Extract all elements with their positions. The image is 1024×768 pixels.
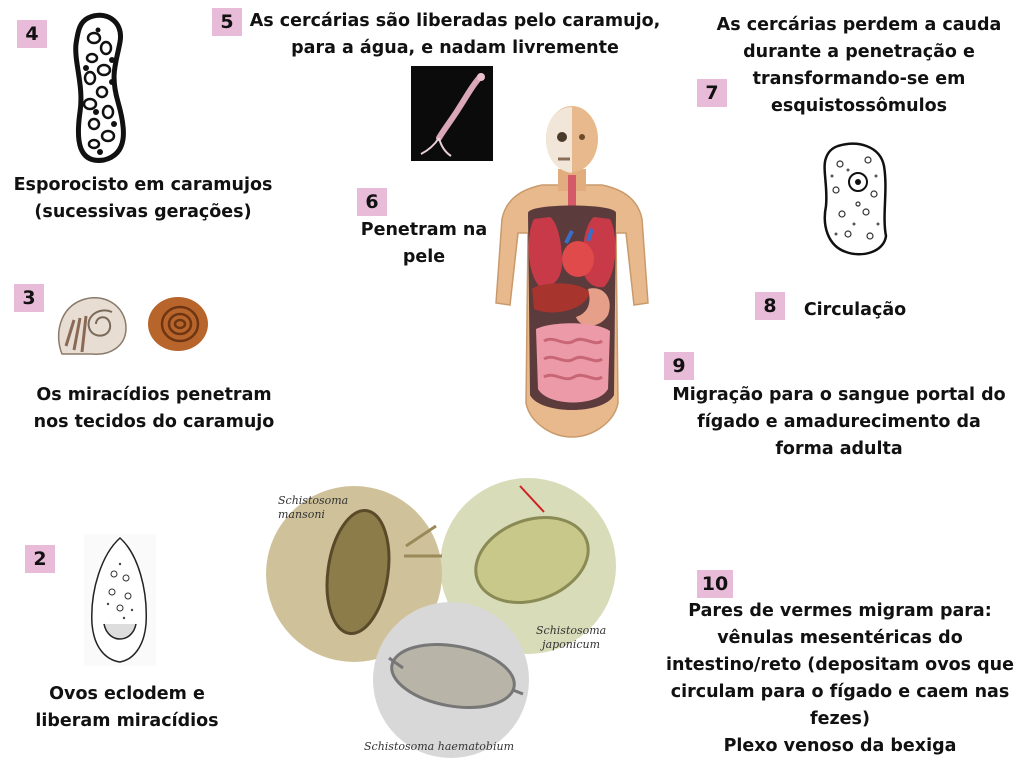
step-5-text: As cercárias são liberadas pelo caramujo…: [249, 11, 661, 58]
schistosomulum-icon: [823, 142, 888, 256]
step-7-badge: 7: [697, 79, 727, 107]
snail-shell-brown-icon: [148, 297, 208, 351]
step-9-number: 9: [672, 355, 686, 377]
step-2-number: 2: [33, 548, 47, 570]
egg-micrograph-japonicum: [440, 478, 616, 654]
step-6-badge: 6: [357, 188, 387, 216]
step-5-number: 5: [220, 11, 234, 33]
step-8-badge: 8: [755, 292, 785, 320]
step-6-text: Penetram na pele: [360, 220, 488, 267]
step-5-badge: 5: [212, 8, 242, 36]
caption-japonicum: Schistosoma japonicum: [536, 624, 607, 651]
egg-miracidium-icon: [84, 534, 156, 666]
step-10-text: Pares de vermes migram para: vênulas mese…: [665, 601, 1014, 756]
human-anatomy-icon: [495, 106, 649, 438]
caption-mansoni: Schistosoma mansoni: [278, 494, 349, 521]
step-9-badge: 9: [664, 352, 694, 380]
step-9-text: Migração para o sangue portal do fígado e…: [672, 385, 1006, 459]
egg-micrograph-haematobium: [373, 602, 529, 758]
step-8-number: 8: [763, 295, 777, 317]
step-7-number: 7: [705, 82, 719, 104]
step-10-number: 10: [701, 573, 729, 595]
step-4-badge: 4: [17, 20, 47, 48]
step-4-number: 4: [25, 23, 39, 45]
egg-micrograph-mansoni: [266, 486, 442, 662]
cercaria-photo: [411, 66, 493, 161]
step-10-badge: 10: [697, 570, 733, 598]
step-8-text: Circulação: [803, 300, 907, 320]
step-4-text: Esporocisto em caramujos (sucessivas gera…: [13, 175, 273, 222]
sporocyst-icon: [73, 12, 126, 163]
step-3-badge: 3: [14, 284, 44, 312]
step-2-badge: 2: [25, 545, 55, 573]
step-3-text: Os miracídios penetram nos tecidos do car…: [33, 385, 275, 432]
step-7-text: As cercárias perdem a cauda durante a pen…: [716, 15, 1002, 116]
snail-shell-icon: [57, 297, 127, 355]
caption-haematobium: Schistosoma haematobium: [364, 740, 514, 753]
step-6-number: 6: [365, 191, 379, 213]
step-2-text: Ovos eclodem e liberam miracídios: [35, 684, 219, 731]
step-3-number: 3: [22, 287, 36, 309]
